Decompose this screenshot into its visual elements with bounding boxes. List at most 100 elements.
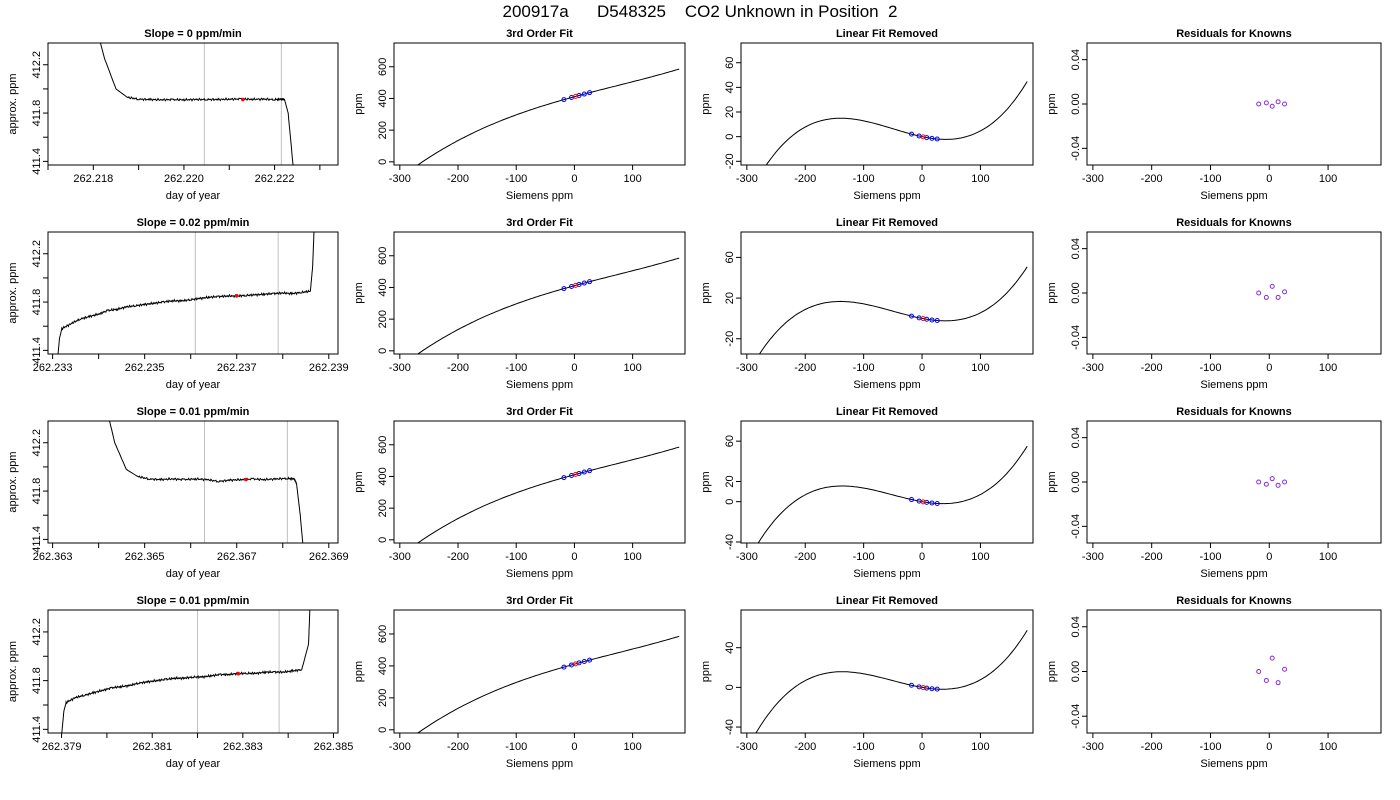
ylabel-r4c2: ppm bbox=[353, 661, 365, 682]
panel-title-r3c2: 3rd Order Fit bbox=[506, 406, 573, 418]
known-point-r1c3-0 bbox=[909, 131, 915, 137]
xtick-label-r4c2-0: -300 bbox=[389, 741, 411, 753]
ytick-label-r2c1-2: 411.8 bbox=[31, 289, 43, 316]
ytick-label-r2c2-1: 200 bbox=[377, 310, 389, 328]
ylabel-r1c2: ppm bbox=[353, 93, 365, 114]
panel-title-r1c4: Residuals for Knowns bbox=[1176, 28, 1292, 40]
residual-point-r2c4-3 bbox=[1275, 294, 1281, 300]
panel-title-r4c2: 3rd Order Fit bbox=[506, 595, 573, 607]
xtick-label-r4c4-0: -300 bbox=[1082, 741, 1104, 753]
residual-point-r4c4-0 bbox=[1256, 669, 1262, 674]
ytick-label-r1c1-2: 411.8 bbox=[31, 100, 43, 127]
xtick-label-r1c3-0: -300 bbox=[736, 173, 758, 185]
residual-point-r2c4-0 bbox=[1256, 290, 1262, 296]
ytick-label-r3c2-0: 0 bbox=[377, 537, 389, 543]
residual-point-r1c4-3 bbox=[1275, 99, 1281, 105]
known-point-r3c3-3 bbox=[929, 500, 935, 506]
known-point-r4c2-4 bbox=[587, 657, 593, 663]
ylabel-r3c2: ppm bbox=[353, 471, 365, 492]
fit-curve-r1c3 bbox=[765, 81, 1028, 165]
ytick-label-r3c3-3: 60 bbox=[724, 435, 736, 447]
xtick-label-r3c1-4: 262.367 bbox=[217, 551, 257, 563]
plot-area-r2c3 bbox=[758, 266, 1028, 354]
fit-curve-r2c2 bbox=[416, 257, 680, 354]
xtick-label-r1c3-4: 100 bbox=[971, 173, 989, 185]
xtick-label-r4c4-4: 100 bbox=[1319, 741, 1337, 753]
panel-r4c1: Slope = 0.01 ppm/min 262.379 262.381 262.38… bbox=[7, 595, 354, 770]
xtick-label-r2c4-2: -100 bbox=[1199, 362, 1221, 374]
ytick-label-r2c4-0: -0.04 bbox=[1070, 325, 1082, 350]
trace-line-r2c1 bbox=[57, 232, 315, 354]
mean-marker-r3c1 bbox=[244, 477, 248, 482]
xtick-label-r4c2-2: -100 bbox=[505, 741, 527, 753]
known-point-r1c3-3 bbox=[929, 135, 935, 141]
xtick-label-r4c4-1: -200 bbox=[1141, 741, 1163, 753]
xtick-label-r2c3-3: 0 bbox=[919, 362, 925, 374]
trace-line-r1c1 bbox=[99, 43, 294, 165]
fit-curve-r2c3 bbox=[758, 266, 1028, 354]
known-point-r4c3-4 bbox=[934, 686, 940, 692]
known-point-r1c2-4 bbox=[587, 90, 593, 96]
residual-point-r1c4-0 bbox=[1256, 101, 1262, 107]
residual-point-r4c4-1 bbox=[1263, 677, 1269, 683]
residual-point-r1c4-4 bbox=[1282, 101, 1288, 107]
residual-point-r2c4-4 bbox=[1282, 289, 1288, 295]
xtick-label-r3c4-4: 100 bbox=[1319, 551, 1337, 563]
xtick-label-r4c2-3: 0 bbox=[571, 741, 577, 753]
ytick-label-r4c1-4: 412.2 bbox=[31, 618, 43, 646]
panel-title-r2c3: Linear Fit Removed bbox=[836, 217, 938, 229]
ytick-label-r3c4-0: -0.04 bbox=[1070, 514, 1082, 539]
panel-title-r1c2: 3rd Order Fit bbox=[506, 28, 573, 40]
known-point-r2c3-3 bbox=[929, 317, 935, 323]
panel-frame-r3c4 bbox=[1086, 420, 1382, 544]
xlabel-r4c1: day of year bbox=[166, 758, 221, 770]
panel-title-r3c4: Residuals for Knowns bbox=[1176, 406, 1292, 418]
unknown-point-r3c2 bbox=[573, 471, 579, 477]
plot-area-r1c4 bbox=[1256, 99, 1288, 109]
ytick-label-r2c2-2: 400 bbox=[377, 278, 389, 296]
plot-area-r3c3 bbox=[757, 445, 1028, 543]
residual-point-r3c4-2 bbox=[1269, 476, 1275, 482]
ytick-label-r4c1-2: 411.8 bbox=[31, 667, 43, 694]
known-point-r4c2-0 bbox=[561, 664, 567, 670]
panel-r1c4: Residuals for Knowns -300 -200 -100 0 100 -0.0… bbox=[1046, 28, 1382, 202]
panel-r1c3: Linear Fit Removed-300 -200 -100 0 100-20020… bbox=[700, 28, 1034, 202]
known-point-r4c3-3 bbox=[929, 686, 935, 692]
ytick-label-r3c1-0: 411.4 bbox=[31, 526, 43, 553]
plot-area-r1c2 bbox=[416, 68, 680, 165]
ytick-label-r1c2-2: 400 bbox=[377, 89, 389, 107]
panel-r3c4: Residuals for Knowns -300 -200 -100 0 100 -0.0… bbox=[1046, 406, 1382, 580]
panel-frame-r1c2 bbox=[393, 42, 686, 166]
xlabel-r1c2: Siemens ppm bbox=[506, 190, 573, 202]
xtick-label-r3c1-2: 262.365 bbox=[125, 551, 165, 563]
panel-r4c4: Residuals for Knowns -300 -200 -100 0 100 -0.0… bbox=[1046, 595, 1382, 770]
xtick-label-r3c3-2: -100 bbox=[853, 551, 875, 563]
ytick-label-r3c2-2: 400 bbox=[377, 467, 389, 485]
xtick-label-r2c1-4: 262.237 bbox=[217, 362, 257, 374]
xtick-label-r2c3-2: -100 bbox=[853, 362, 875, 374]
known-point-r2c3-4 bbox=[934, 318, 940, 324]
xtick-label-r4c3-0: -300 bbox=[736, 741, 758, 753]
xtick-label-r1c4-0: -300 bbox=[1082, 173, 1104, 185]
xtick-label-r3c2-3: 0 bbox=[571, 551, 577, 563]
xtick-label-r4c1-6: 262.385 bbox=[314, 741, 354, 753]
residual-point-r2c4-2 bbox=[1269, 283, 1275, 289]
known-point-r3c2-0 bbox=[561, 475, 567, 481]
known-point-r2c2-4 bbox=[587, 279, 593, 285]
ylabel-r1c1: approx. ppm bbox=[7, 73, 19, 134]
xtick-label-r3c2-1: -200 bbox=[447, 551, 469, 563]
xtick-label-r3c4-0: -300 bbox=[1082, 551, 1104, 563]
ytick-label-r1c3-3: 40 bbox=[724, 81, 736, 93]
ylabel-r2c4: ppm bbox=[1046, 282, 1058, 303]
residual-point-r1c4-2 bbox=[1269, 103, 1275, 109]
unknown-point-r4c3 bbox=[920, 685, 926, 691]
panel-frame-r2c2 bbox=[393, 231, 686, 355]
xtick-label-r4c2-1: -200 bbox=[447, 741, 469, 753]
panel-r2c2: 3rd Order Fit -300 -200 -100 0 100 0 200 400 600 S… bbox=[353, 217, 686, 391]
xlabel-r3c1: day of year bbox=[166, 568, 221, 580]
known-point-r4c3-0 bbox=[909, 682, 915, 688]
known-point-r2c2-3 bbox=[581, 280, 587, 286]
xtick-label-r4c1-4: 262.383 bbox=[223, 741, 263, 753]
plot-area-r3c1 bbox=[109, 421, 304, 543]
